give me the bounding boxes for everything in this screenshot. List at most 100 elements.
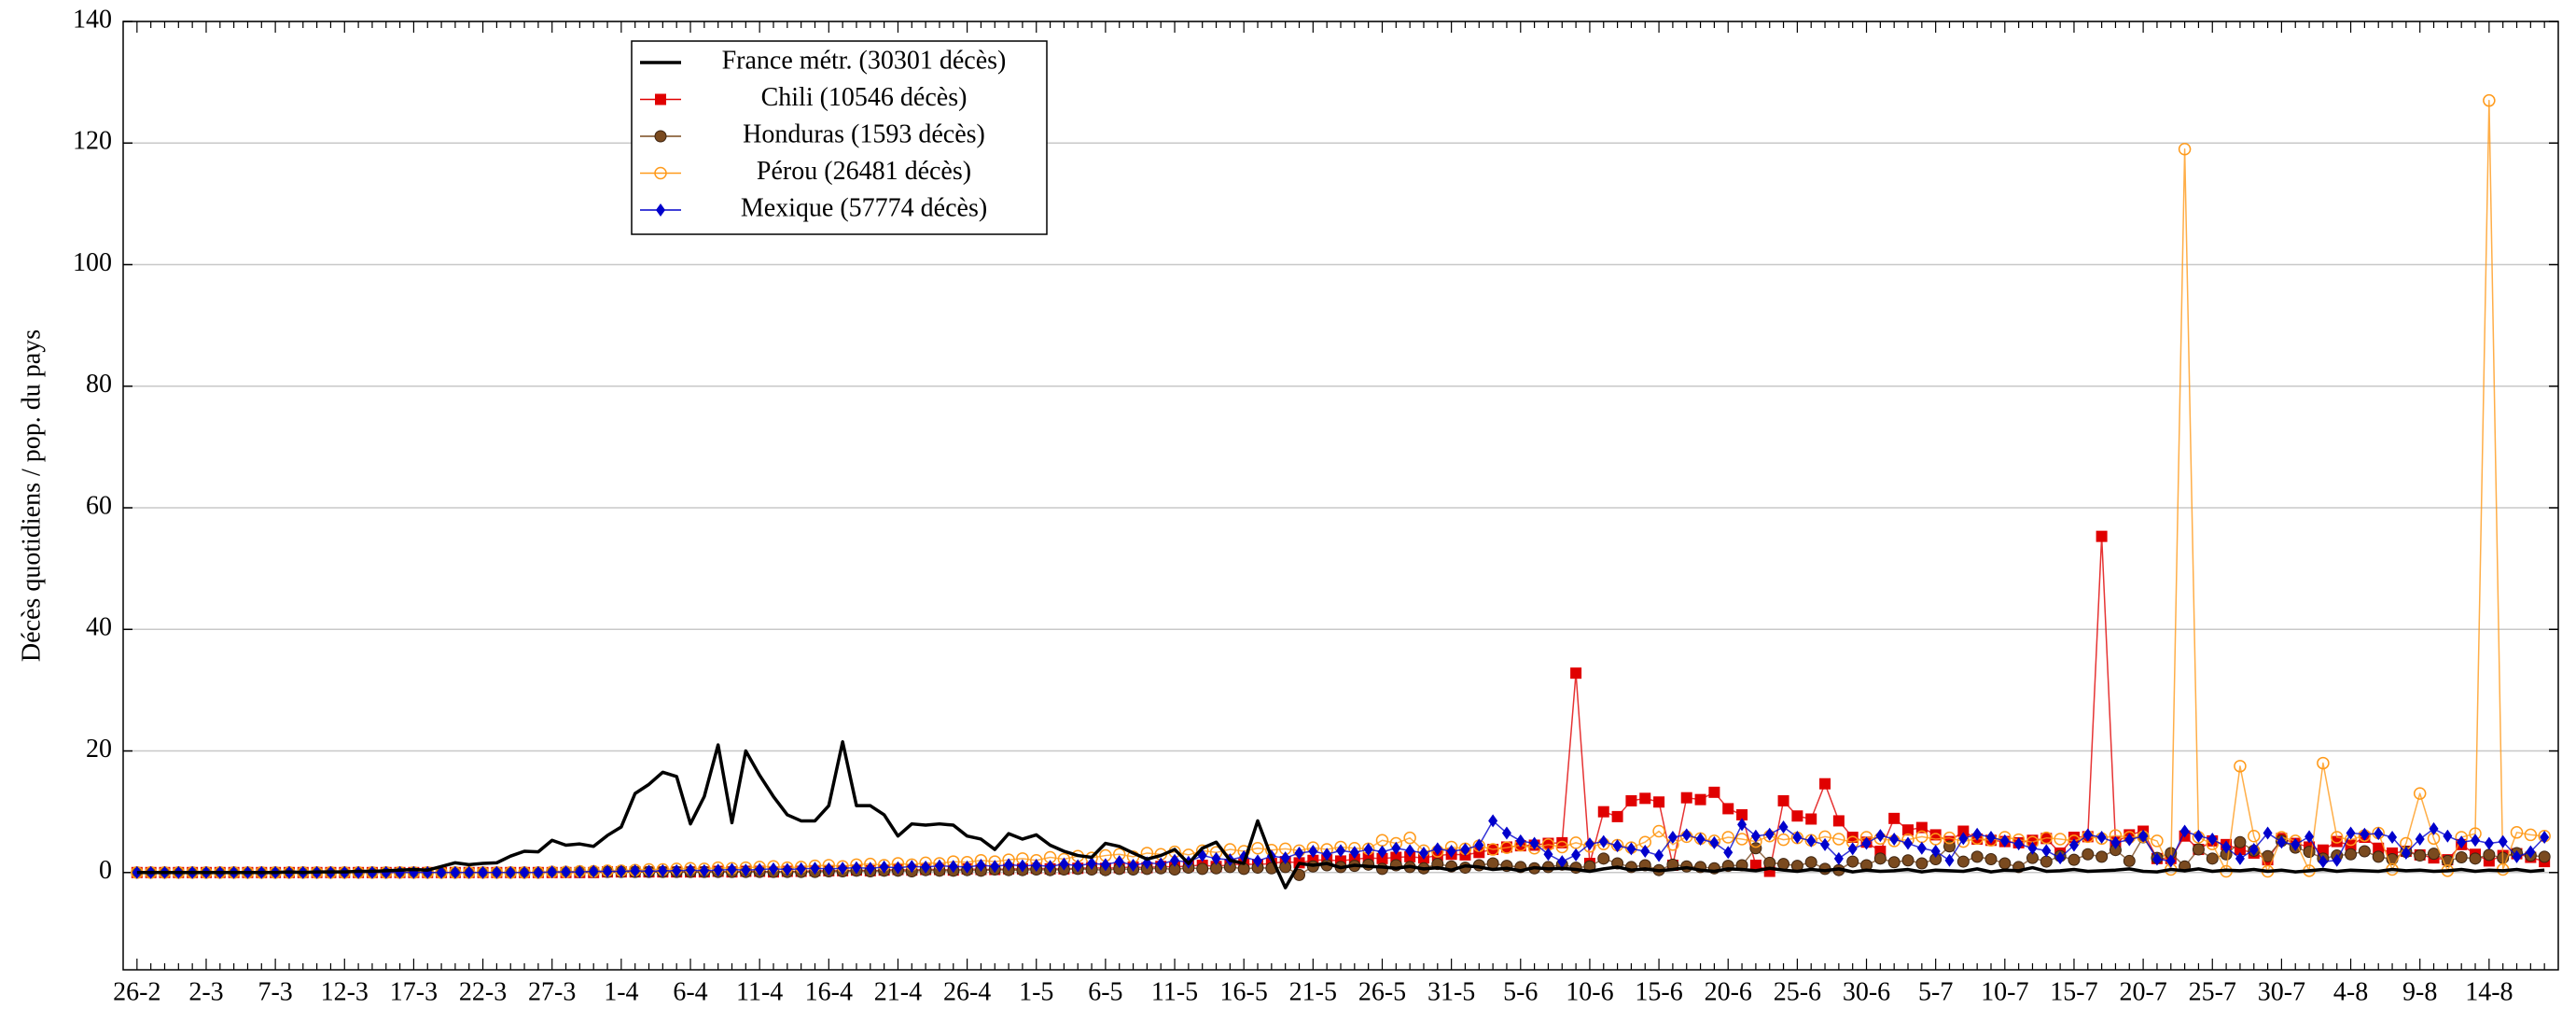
marker [1972,827,1983,841]
marker [2151,834,2164,848]
marker [1488,814,1498,828]
marker [603,864,613,878]
marker [1598,834,1608,848]
marker [1653,796,1665,808]
marker [1253,854,1263,868]
marker [824,862,834,876]
x-tick-label: 25-7 [2189,977,2236,1006]
marker [1584,837,1594,851]
marker [1073,859,1083,873]
marker [2429,821,2439,835]
marker [1819,778,1831,790]
marker [1446,845,1456,858]
x-tick-label: 26-5 [1358,977,1406,1006]
series [136,740,2545,890]
marker [1612,839,1622,853]
marker [1957,825,1970,837]
marker [2027,841,2038,855]
marker [2332,853,2342,867]
marker [2455,851,2468,864]
marker [2207,832,2218,846]
marker [1832,815,1845,827]
marker [2346,826,2356,840]
marker [655,93,666,105]
marker [1984,852,1998,865]
marker [755,862,765,876]
marker [2360,827,2370,841]
marker [2317,756,2330,770]
marker [2123,854,2136,867]
x-tick-label: 15-6 [1635,977,1682,1006]
marker [1721,831,1734,844]
x-tick-label: 6-5 [1088,977,1122,1006]
marker [1308,845,1318,858]
marker [2414,849,2427,862]
y-axis-label: Décès quotidiens / pop. du pays [17,329,46,662]
x-tick-label: 1-4 [604,977,638,1006]
marker [1432,842,1442,856]
series [132,814,2550,879]
marker [2096,530,2108,542]
marker [478,865,488,879]
marker [575,865,585,879]
marker [1958,832,1969,846]
marker [1004,858,1014,872]
marker [1363,843,1373,857]
marker [2041,844,2052,858]
marker [533,865,543,879]
marker [1722,803,1734,815]
marker [713,863,723,877]
marker [1211,851,1221,865]
marker [132,865,142,879]
marker [1820,837,1831,851]
marker [934,859,944,873]
y-tick-label: 40 [86,613,112,642]
marker [1846,855,1859,868]
marker [1750,829,1761,843]
marker [1970,850,1984,863]
marker [2248,829,2261,843]
marker [1543,848,1553,862]
marker [2124,833,2135,847]
marker [2428,848,2441,861]
marker [796,862,806,876]
x-tick-label: 12-3 [321,977,369,1006]
marker [1804,856,1817,869]
marker [492,865,502,879]
x-tick-label: 26-2 [113,977,160,1006]
y-tick-label: 140 [73,5,112,34]
marker [1625,794,1637,806]
marker [2068,838,2079,852]
marker [990,860,1000,874]
marker [1929,829,1942,841]
marker [810,862,820,876]
marker [838,862,848,876]
marker [644,864,654,878]
x-tick-label: 21-4 [874,977,922,1006]
marker [1916,841,1927,855]
marker [1569,836,1582,849]
x-tick-label: 9-8 [2402,977,2437,1006]
marker [1778,820,1789,834]
y-tick-label: 80 [86,370,112,399]
marker [1736,808,1748,820]
marker [658,863,668,877]
marker [1806,834,1817,848]
marker [616,864,626,878]
x-tick-label: 10-6 [1566,977,1613,1006]
series-line [136,99,2545,874]
marker [1515,834,1525,848]
marker [2304,830,2315,844]
x-tick-label: 5-7 [1918,977,1953,1006]
marker [2082,848,2095,861]
x-tick-label: 20-6 [1705,977,1752,1006]
marker [1336,844,1345,858]
marker [2055,851,2066,865]
marker [1915,857,1929,870]
x-tick-label: 27-3 [528,977,576,1006]
marker [1861,836,1872,850]
marker [2110,835,2121,849]
marker [450,865,460,879]
marker [1626,842,1636,856]
x-tick-label: 15-7 [2050,977,2097,1006]
